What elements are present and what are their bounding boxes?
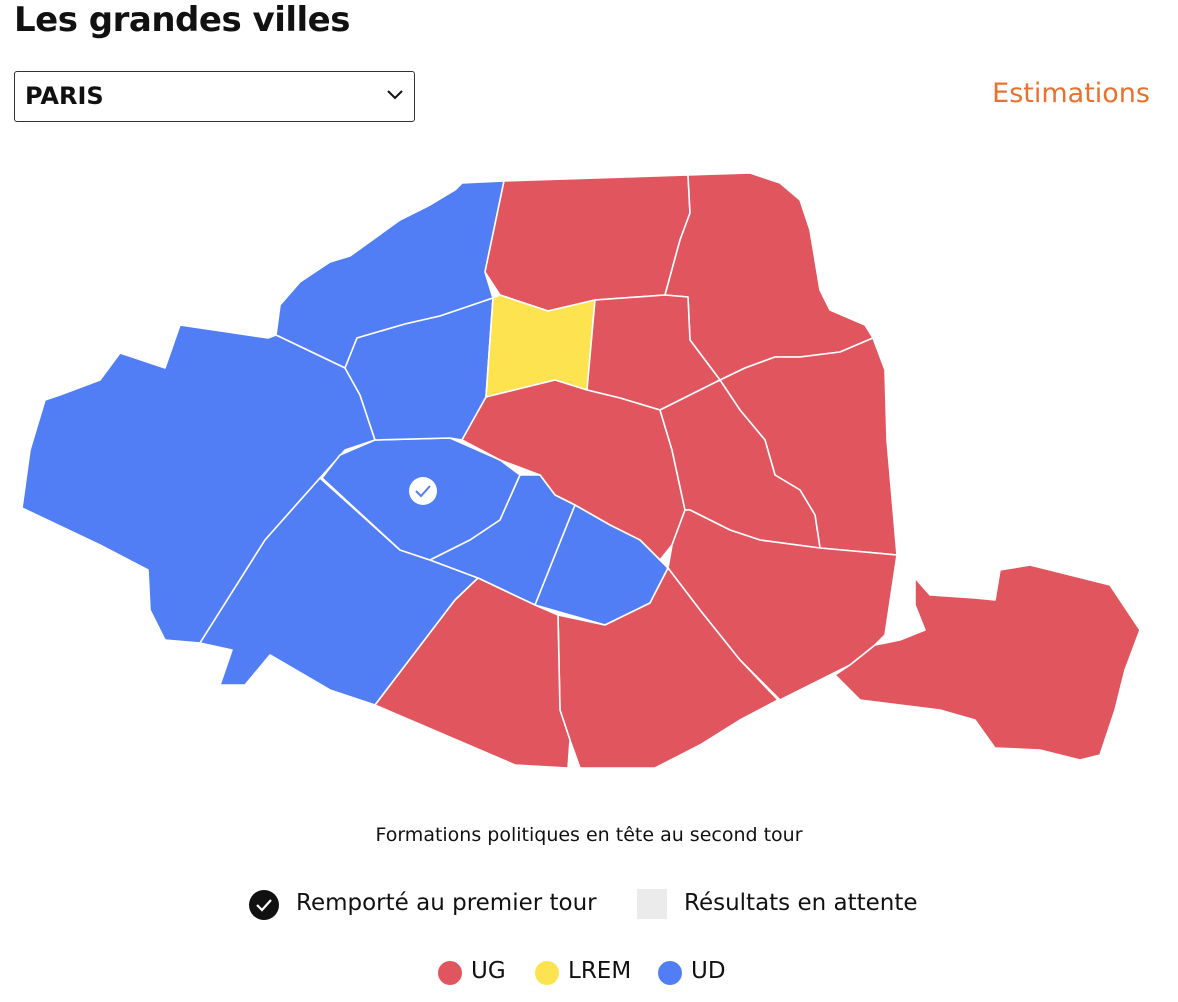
pending-swatch xyxy=(637,889,667,919)
legend-title: Formations politiques en tête au second … xyxy=(375,824,803,846)
first-round-check xyxy=(409,477,437,505)
district[interactable] xyxy=(484,174,691,312)
title: Les grandes villes xyxy=(14,0,350,40)
party-swatch xyxy=(658,961,682,985)
party-label: UD xyxy=(691,958,726,984)
district[interactable] xyxy=(834,564,1141,761)
party-swatch xyxy=(535,961,559,985)
check-icon xyxy=(249,890,279,920)
district[interactable] xyxy=(557,567,779,769)
status-label: Résultats en attente xyxy=(684,890,918,916)
party-label: UG xyxy=(471,958,506,984)
party-label: LREM xyxy=(568,958,632,984)
party-swatch xyxy=(438,961,462,985)
city-select[interactable]: PARIS xyxy=(14,71,415,122)
district[interactable] xyxy=(374,577,571,769)
chevron xyxy=(387,90,403,100)
select-value: PARIS xyxy=(25,82,104,110)
estimations-link[interactable]: Estimations xyxy=(992,78,1150,109)
map xyxy=(21,172,1141,769)
status-label: Remporté au premier tour xyxy=(296,890,597,916)
district[interactable] xyxy=(485,294,596,398)
